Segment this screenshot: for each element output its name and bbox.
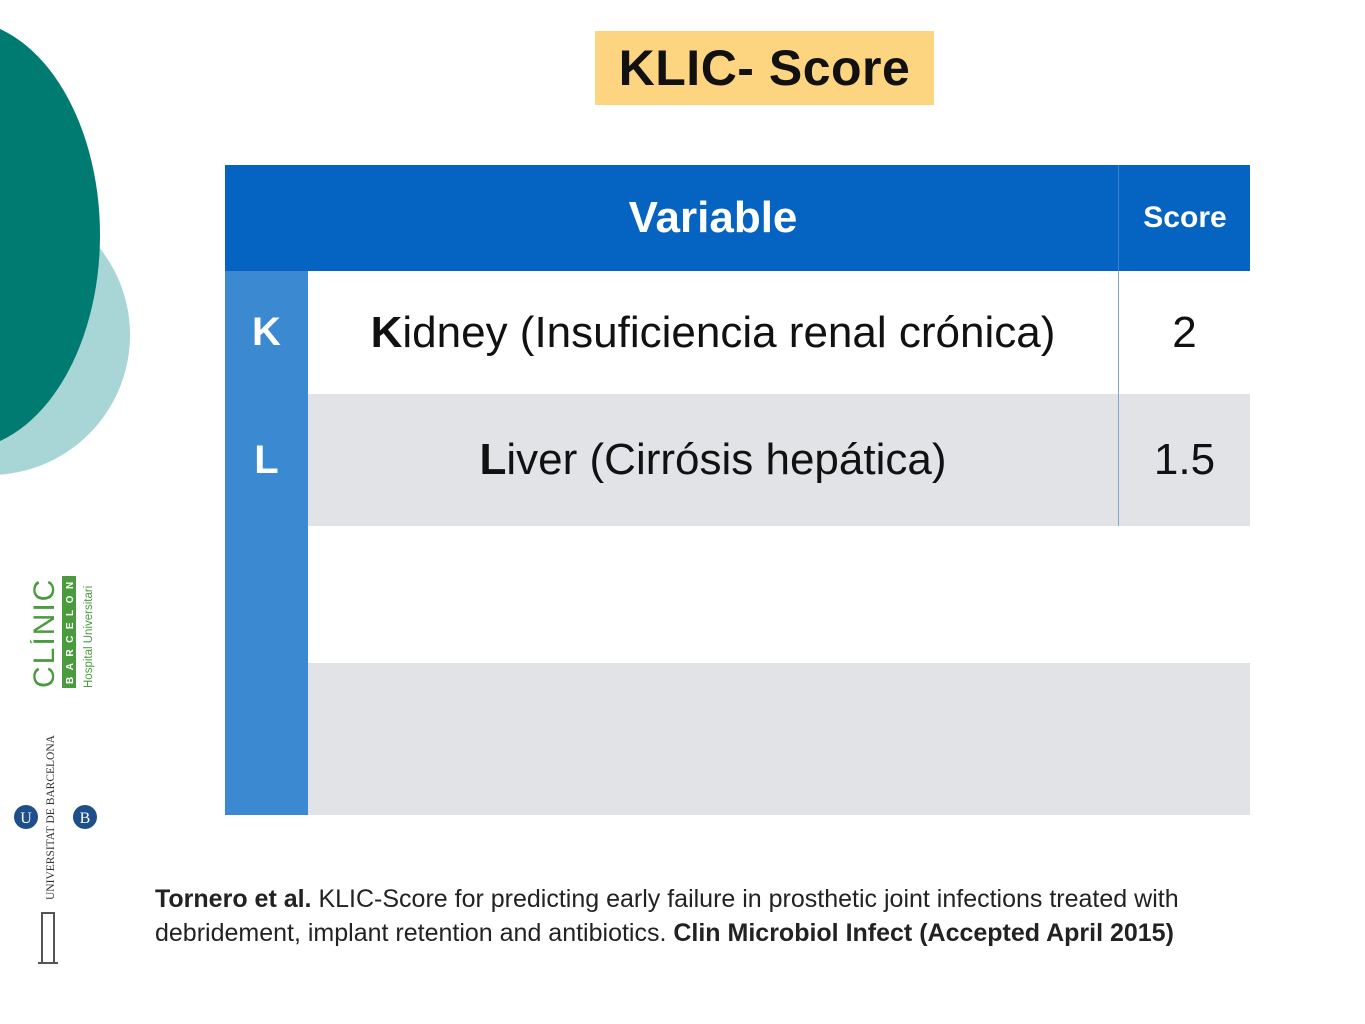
svg-text:BARCELONA: BARCELONA [65, 565, 76, 684]
header-variable: Variable [628, 193, 798, 242]
citation: Tornero et al. KLIC-Score for predicting… [155, 882, 1315, 950]
letter-column [225, 271, 308, 815]
table-row-empty [308, 663, 1250, 815]
svg-text:B: B [80, 810, 91, 827]
klic-score-table: Variable Score Kidney (Insuficiencia ren… [225, 165, 1250, 815]
variable-cell: Liver (Cirrósis hepática) [308, 394, 1118, 526]
header-score: Score [1118, 165, 1251, 271]
svg-text:CLÍNIC: CLÍNIC [30, 578, 61, 688]
score-cell: 2 [1118, 271, 1250, 394]
citation-journal: Clin Microbiol Infect (Accepted April 20… [673, 919, 1174, 947]
ub-logo: UNIVERSITAT DE BARCELONA U B [14, 735, 97, 964]
row-letter: K [252, 310, 281, 354]
variable-text: iver (Cirrósis hepática) [506, 435, 947, 484]
table-row: Liver (Cirrósis hepática) 1.5 [308, 394, 1250, 526]
variable-initial: K [370, 307, 403, 357]
variable-initial: L [479, 435, 507, 484]
citation-authors: Tornero et al. [155, 885, 312, 913]
decorative-circles [0, 29, 130, 475]
table-row-empty [308, 526, 1250, 663]
row-letter: L [254, 437, 279, 482]
score-cell: 1.5 [1118, 394, 1250, 526]
table-header: Variable Score [225, 165, 1250, 271]
clinic-logo: CLÍNIC BARCELONA Hospital Universitari [30, 565, 95, 688]
slide-title: KLIC- Score [595, 31, 934, 105]
svg-text:Hospital Universitari: Hospital Universitari [83, 586, 95, 688]
svg-text:U: U [20, 810, 32, 827]
variable-text: idney (Insuficiencia renal crónica) [402, 307, 1056, 357]
variable-cell: Kidney (Insuficiencia renal crónica) [308, 271, 1118, 394]
svg-text:UNIVERSITAT DE BARCELONA: UNIVERSITAT DE BARCELONA [45, 735, 57, 900]
citation-text: KLIC-Score for predicting early failure … [155, 885, 1179, 947]
table-row: Kidney (Insuficiencia renal crónica) 2 [308, 271, 1250, 394]
